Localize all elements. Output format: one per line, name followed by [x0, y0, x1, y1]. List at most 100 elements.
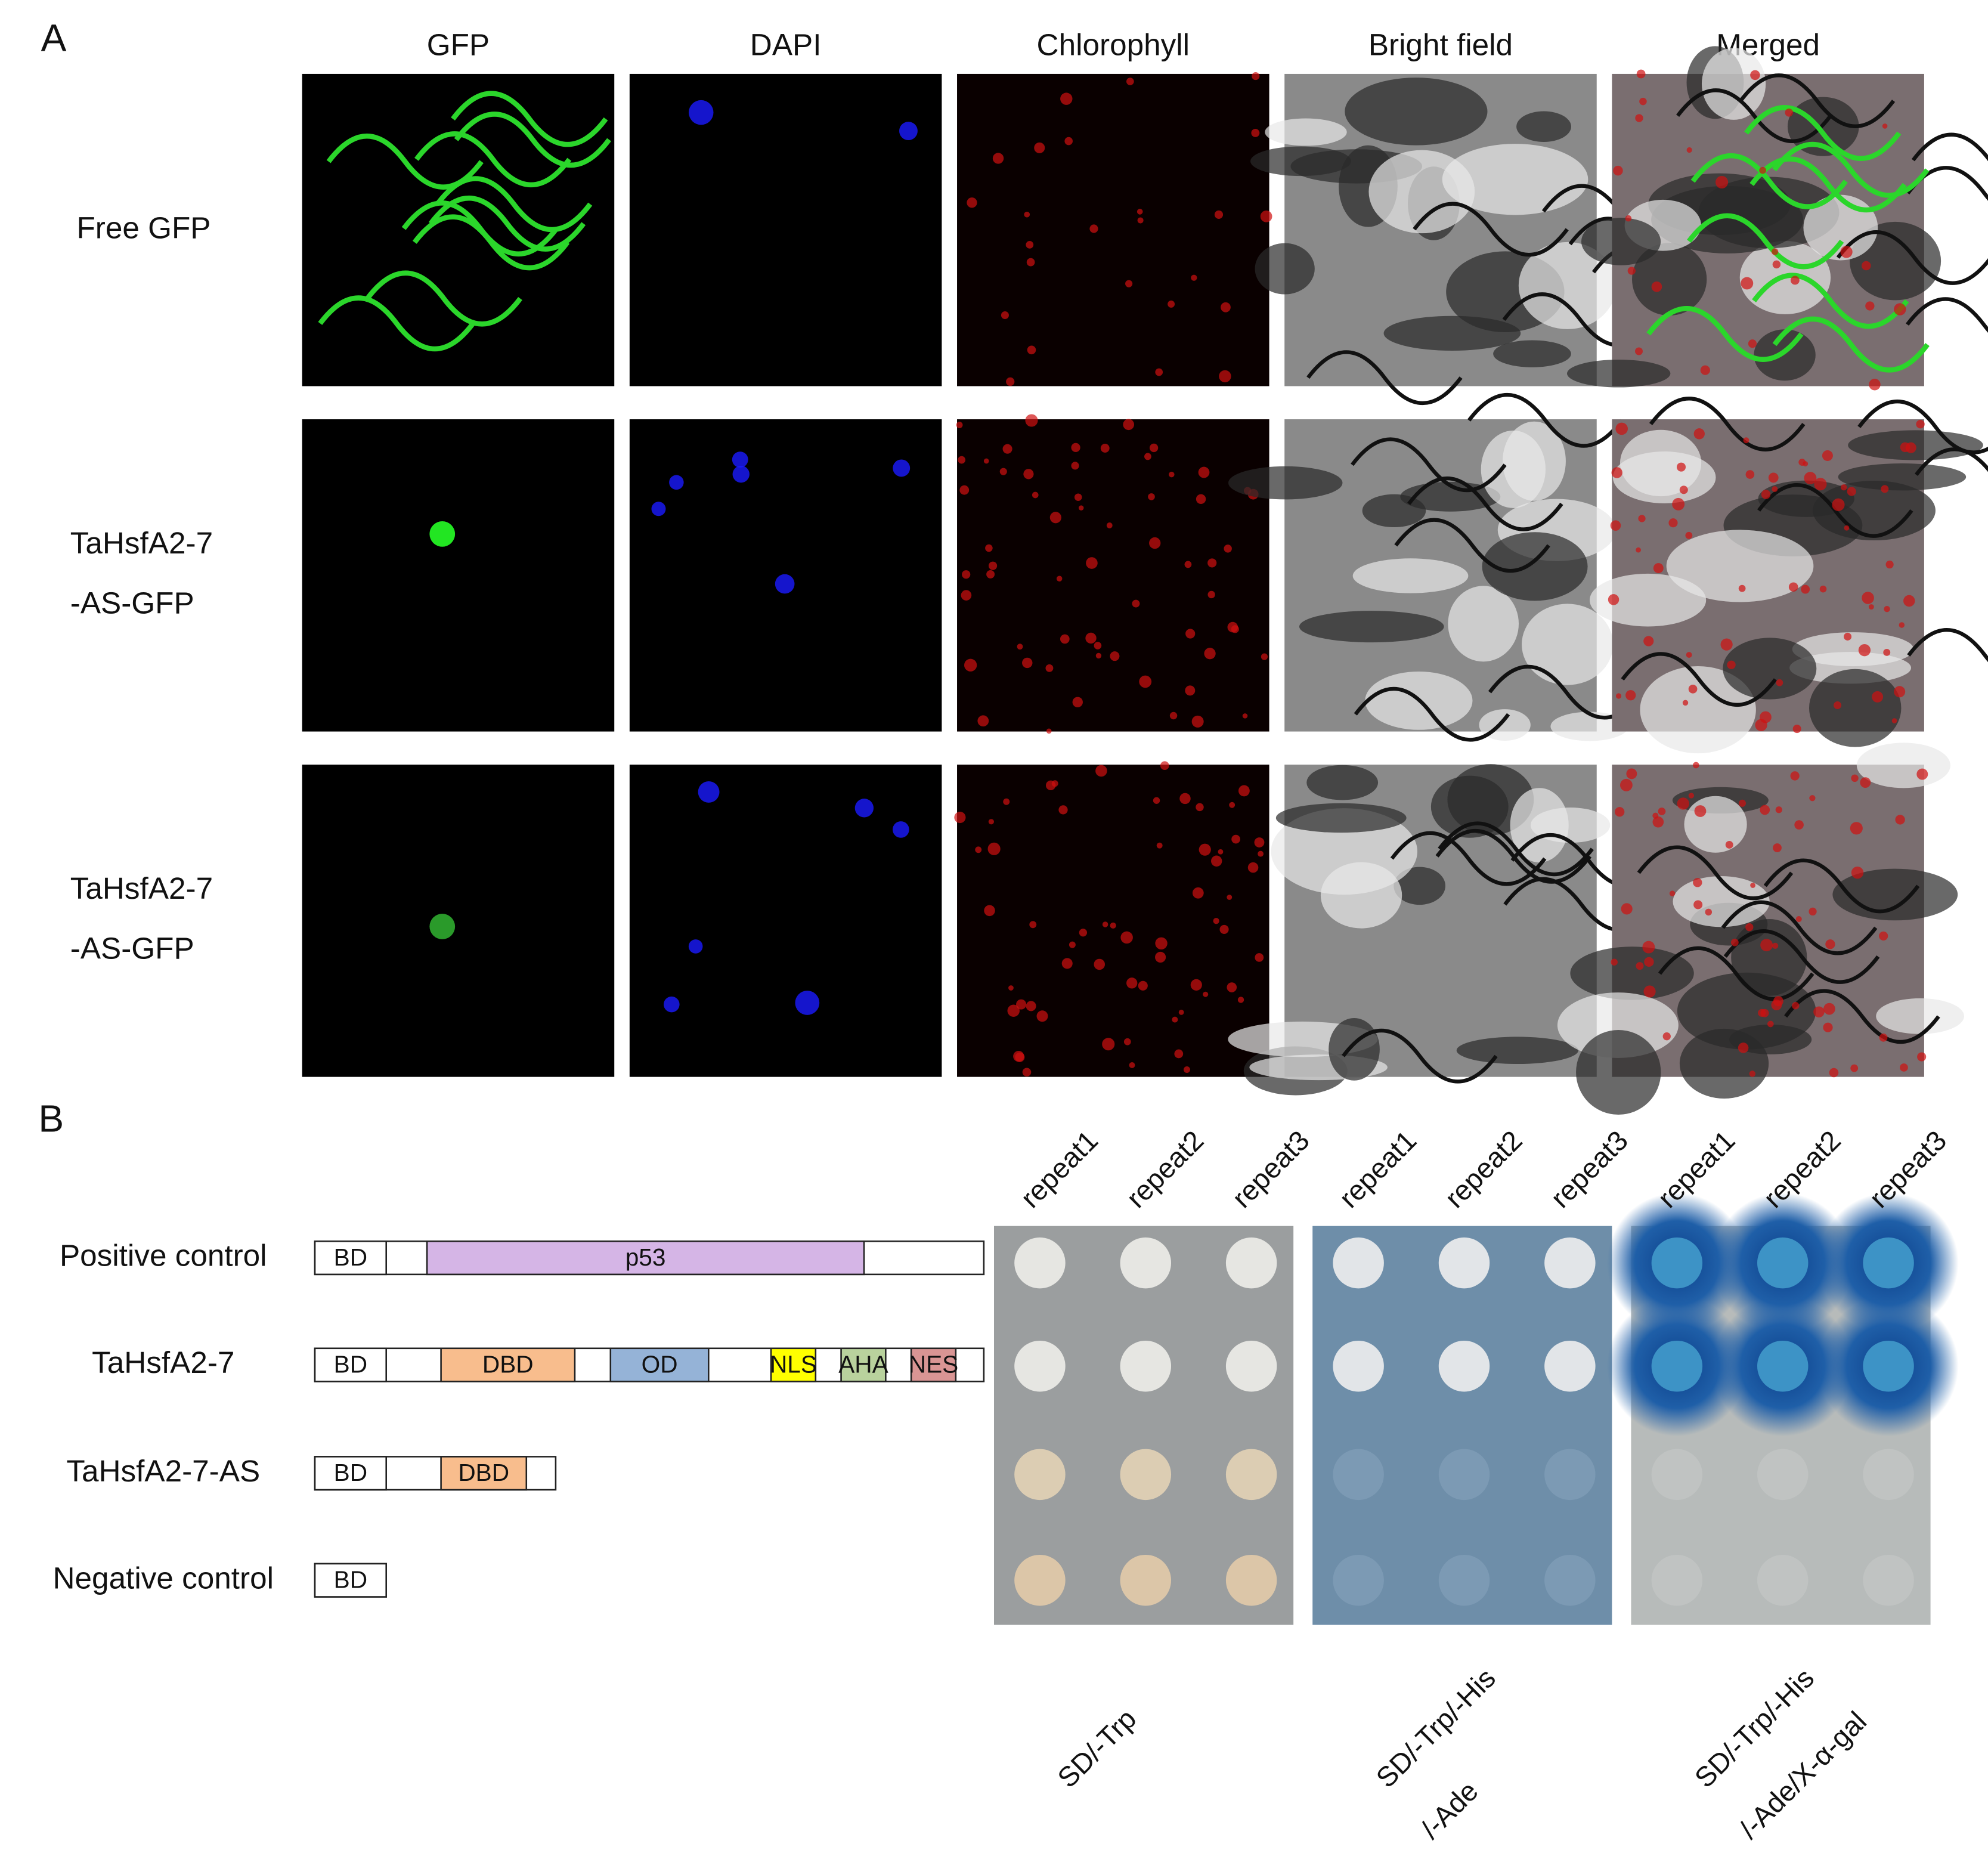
- domain: [770, 1347, 817, 1382]
- micrograph: [1566, 46, 1988, 391]
- chloroplast: [1192, 887, 1204, 899]
- dapi-nucleus: [688, 939, 703, 954]
- chloroplast: [1639, 97, 1647, 106]
- chloroplast: [987, 842, 1001, 855]
- chloroplast: [1095, 765, 1107, 777]
- chloroplast: [1060, 92, 1073, 105]
- gfp-signal: [1687, 213, 1844, 270]
- colony: [1438, 1237, 1490, 1289]
- chloroplast: [1002, 444, 1012, 454]
- chloroplast: [1651, 281, 1662, 292]
- chloroplast: [1056, 576, 1063, 581]
- chloroplast: [1636, 547, 1641, 553]
- chloroplast: [1196, 803, 1204, 812]
- domain-label: DBD: [458, 1459, 509, 1486]
- colony: [1014, 1449, 1066, 1501]
- chloroplast: [1049, 512, 1061, 524]
- chloroplast: [1834, 701, 1842, 710]
- cell-texture: [1299, 611, 1444, 643]
- image-frame: [629, 765, 942, 1077]
- chloroplast: [1198, 466, 1210, 478]
- chloroplast: [1120, 931, 1133, 944]
- chloroplast: [1169, 711, 1178, 720]
- chloroplast: [1060, 634, 1070, 644]
- chloroplast: [1792, 1002, 1800, 1010]
- chloroplast: [1749, 1071, 1756, 1077]
- row-label: -AS-GFP: [70, 932, 194, 966]
- chloroplast: [1258, 850, 1264, 857]
- colony: [1014, 1237, 1066, 1289]
- cell-texture: [1255, 243, 1315, 295]
- cell-texture: [1876, 998, 1964, 1034]
- chloroplast: [1621, 903, 1633, 915]
- cell-texture: [1576, 1029, 1661, 1115]
- micrograph: [1250, 73, 1748, 406]
- chloroplast: [1071, 443, 1080, 452]
- chloroplast: [1868, 604, 1874, 610]
- repeat-label: repeat3: [1544, 1124, 1634, 1214]
- chloroplast: [1669, 890, 1676, 896]
- plate-label: SD/-Trp: [1051, 1703, 1142, 1794]
- chloroplast: [1036, 1010, 1048, 1022]
- cell-texture: [1792, 632, 1914, 667]
- colony: [1014, 1554, 1066, 1606]
- chloroplast: [1156, 842, 1163, 849]
- chloroplast: [1761, 490, 1771, 499]
- chloroplast: [1771, 248, 1779, 255]
- chloroplast: [1207, 558, 1217, 568]
- chloroplast: [1178, 1010, 1184, 1015]
- image-frame: [957, 765, 1269, 1077]
- chloroplast: [1741, 277, 1754, 290]
- row-label: TaHsfA2-7: [70, 871, 213, 905]
- chloroplast: [1760, 805, 1770, 815]
- chloroplast: [1611, 958, 1618, 966]
- cell-texture: [1516, 111, 1571, 142]
- dapi-nucleus: [689, 100, 714, 125]
- chloroplast: [1224, 545, 1232, 553]
- chloroplast: [1643, 985, 1656, 998]
- chloroplast: [1191, 274, 1197, 281]
- chloroplast: [1137, 217, 1144, 224]
- chloroplast: [1825, 939, 1835, 949]
- cell-wall: [1784, 989, 1940, 1044]
- domain: [314, 1241, 387, 1276]
- cell-texture: [1570, 946, 1694, 1000]
- dapi-nucleus: [664, 996, 680, 1013]
- cell-texture: [1723, 638, 1817, 700]
- chloroplast: [1788, 582, 1798, 592]
- chloroplast: [1058, 805, 1068, 815]
- cell-wall: [1857, 399, 1988, 454]
- dapi-nucleus: [854, 799, 874, 818]
- chloroplast: [1615, 422, 1628, 435]
- domain-label: p53: [625, 1243, 666, 1271]
- gfp-signal: [414, 131, 572, 188]
- colony: [1333, 1449, 1384, 1501]
- domain-label: BD: [334, 1350, 367, 1378]
- domain: [314, 1563, 387, 1598]
- chloroplast: [1184, 561, 1192, 568]
- chloroplast: [1822, 450, 1833, 461]
- gfp-signal: [318, 295, 475, 352]
- chloroplast: [1748, 339, 1757, 348]
- chloroplast: [1738, 1042, 1749, 1053]
- chloroplast: [958, 456, 966, 464]
- chloroplast: [992, 153, 1004, 164]
- chloroplast: [1106, 522, 1113, 528]
- cell-texture: [1701, 48, 1766, 120]
- construct-label: TaHsfA2-7-AS: [66, 1454, 260, 1488]
- repeat-label: repeat3: [1226, 1124, 1315, 1214]
- chloroplast: [1795, 916, 1802, 923]
- chloroplast: [1879, 931, 1888, 941]
- chloroplast: [962, 570, 971, 579]
- chloroplast: [1615, 807, 1625, 817]
- chloroplast: [1891, 718, 1897, 723]
- gfp-signal: [454, 112, 611, 168]
- cell-texture: [1368, 150, 1475, 234]
- chloroplast: [1801, 584, 1810, 594]
- cell-wall: [1435, 828, 1592, 884]
- chloroplast: [1668, 518, 1678, 528]
- colony: [1651, 1554, 1703, 1606]
- chloroplast: [1172, 1016, 1178, 1023]
- chloroplast: [1844, 632, 1852, 641]
- domain: [840, 1347, 887, 1382]
